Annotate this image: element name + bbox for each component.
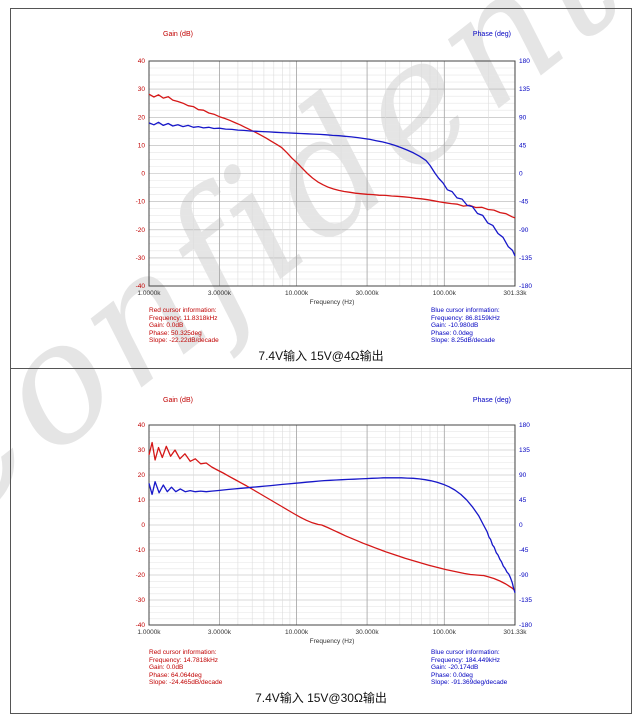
cursor-info-line: Phase: 0.0deg xyxy=(431,329,473,337)
cursor-info-line: Slope: -22.22dB/decade xyxy=(149,337,219,344)
svg-text:0: 0 xyxy=(519,171,523,178)
svg-text:-10: -10 xyxy=(136,199,146,206)
svg-text:45: 45 xyxy=(519,497,527,504)
svg-text:45: 45 xyxy=(519,142,527,149)
svg-text:30: 30 xyxy=(138,86,146,93)
gain-axis-label: Gain (dB) xyxy=(163,397,193,404)
svg-text:100.00k: 100.00k xyxy=(433,629,457,636)
cursor-info-title: Blue cursor information: xyxy=(431,307,500,314)
cursor-info-line: Gain: -10.980dB xyxy=(431,322,479,329)
svg-text:-135: -135 xyxy=(519,255,532,262)
cursor-info-line: Frequency: 11.8318kHz xyxy=(149,314,218,322)
svg-text:-20: -20 xyxy=(136,572,146,579)
chart-panel-1: -40 -30 -20 -10 0 10 20 30 40 -180 -135 -90 -45 0 45 90… xyxy=(10,8,632,369)
cursor-info-title: Red cursor information: xyxy=(149,307,217,314)
svg-text:301.33k: 301.33k xyxy=(503,290,527,297)
cursor-info-line: Frequency: 14.7818kHz xyxy=(149,656,219,664)
svg-text:-45: -45 xyxy=(519,547,529,554)
svg-text:30.000k: 30.000k xyxy=(356,290,380,297)
svg-text:-30: -30 xyxy=(136,597,146,604)
svg-text:180: 180 xyxy=(519,58,530,65)
svg-text:10: 10 xyxy=(138,142,146,149)
svg-text:-135: -135 xyxy=(519,597,532,604)
svg-text:10: 10 xyxy=(138,497,146,504)
svg-text:90: 90 xyxy=(519,472,527,479)
svg-text:-40: -40 xyxy=(136,283,146,290)
svg-text:135: 135 xyxy=(519,447,530,454)
svg-text:40: 40 xyxy=(138,422,146,429)
svg-text:-10: -10 xyxy=(136,547,146,554)
svg-text:0: 0 xyxy=(519,522,523,529)
phase-axis-label: Phase (deg) xyxy=(472,31,511,38)
svg-text:-20: -20 xyxy=(136,227,146,234)
gain-axis-label: Gain (dB) xyxy=(163,31,193,38)
cursor-info-line: Gain: 0.0dB xyxy=(149,322,184,329)
svg-text:-180: -180 xyxy=(519,622,532,629)
cursor-info-line: Phase: 50.325deg xyxy=(149,329,202,337)
svg-text:3.0000k: 3.0000k xyxy=(208,629,232,636)
svg-text:Frequency (Hz): Frequency (Hz) xyxy=(310,299,355,306)
svg-text:Frequency (Hz): Frequency (Hz) xyxy=(310,638,355,645)
cursor-info-line: Gain: 0.0dB xyxy=(149,664,184,671)
svg-text:20: 20 xyxy=(138,114,146,121)
red-cursor-info: Red cursor information: Frequency: 14.78… xyxy=(149,649,349,687)
svg-text:90: 90 xyxy=(519,114,527,121)
blue-cursor-info: Blue cursor information: Frequency: 184.… xyxy=(431,649,631,687)
cursor-info-line: Slope: 8.25dB/decade xyxy=(431,337,495,344)
cursor-info-line: Phase: 0.0deg xyxy=(431,671,473,679)
svg-text:0: 0 xyxy=(141,171,145,178)
svg-text:1.0000k: 1.0000k xyxy=(137,290,161,297)
svg-text:100.00k: 100.00k xyxy=(433,290,457,297)
svg-text:0: 0 xyxy=(141,522,145,529)
chart-caption-2: 7.4V输入 15V@30Ω输出 xyxy=(255,691,387,705)
svg-text:135: 135 xyxy=(519,86,530,93)
chart-caption-1: 7.4V输入 15V@4Ω输出 xyxy=(258,349,384,363)
svg-text:-40: -40 xyxy=(136,622,146,629)
chart-panel-2: -40 -30 -20 -10 0 10 20 30 40 -180 -135 -90 -45 0 45 90… xyxy=(10,368,632,714)
cursor-info-line: Frequency: 184.449kHz xyxy=(431,656,501,664)
cursor-info-line: Slope: -24.465dB/decade xyxy=(149,679,223,686)
cursor-info-title: Red cursor information: xyxy=(149,649,217,656)
svg-text:3.0000k: 3.0000k xyxy=(208,290,232,297)
svg-text:-90: -90 xyxy=(519,227,529,234)
svg-text:40: 40 xyxy=(138,58,146,65)
svg-text:-90: -90 xyxy=(519,572,529,579)
cursor-info-line: Phase: 64.064deg xyxy=(149,671,202,679)
svg-text:30.000k: 30.000k xyxy=(356,629,380,636)
svg-text:301.33k: 301.33k xyxy=(503,629,527,636)
bode-plot-2: -40 -30 -20 -10 0 10 20 30 40 -180 -135 -90 -45 0 45 90… xyxy=(136,422,533,645)
svg-text:-45: -45 xyxy=(519,199,529,206)
svg-text:10.000k: 10.000k xyxy=(285,290,309,297)
svg-text:20: 20 xyxy=(138,472,146,479)
svg-text:180: 180 xyxy=(519,422,530,429)
blue-cursor-info: Blue cursor information: Frequency: 86.8… xyxy=(431,307,631,345)
svg-text:30: 30 xyxy=(138,447,146,454)
phase-axis-label: Phase (deg) xyxy=(472,397,511,404)
svg-text:-30: -30 xyxy=(136,255,146,262)
cursor-info-title: Blue cursor information: xyxy=(431,649,500,656)
red-cursor-info: Red cursor information: Frequency: 11.83… xyxy=(149,307,349,345)
svg-text:10.000k: 10.000k xyxy=(285,629,309,636)
bode-plot-1: -40 -30 -20 -10 0 10 20 30 40 -180 -135 -90 -45 0 45 90… xyxy=(136,58,533,306)
svg-text:1.0000k: 1.0000k xyxy=(137,629,161,636)
cursor-info-line: Frequency: 86.8159kHz xyxy=(431,314,501,322)
svg-text:-180: -180 xyxy=(519,283,532,290)
cursor-info-line: Slope: -91.369deg/decade xyxy=(431,679,508,686)
cursor-info-line: Gain: -20.174dB xyxy=(431,664,479,671)
